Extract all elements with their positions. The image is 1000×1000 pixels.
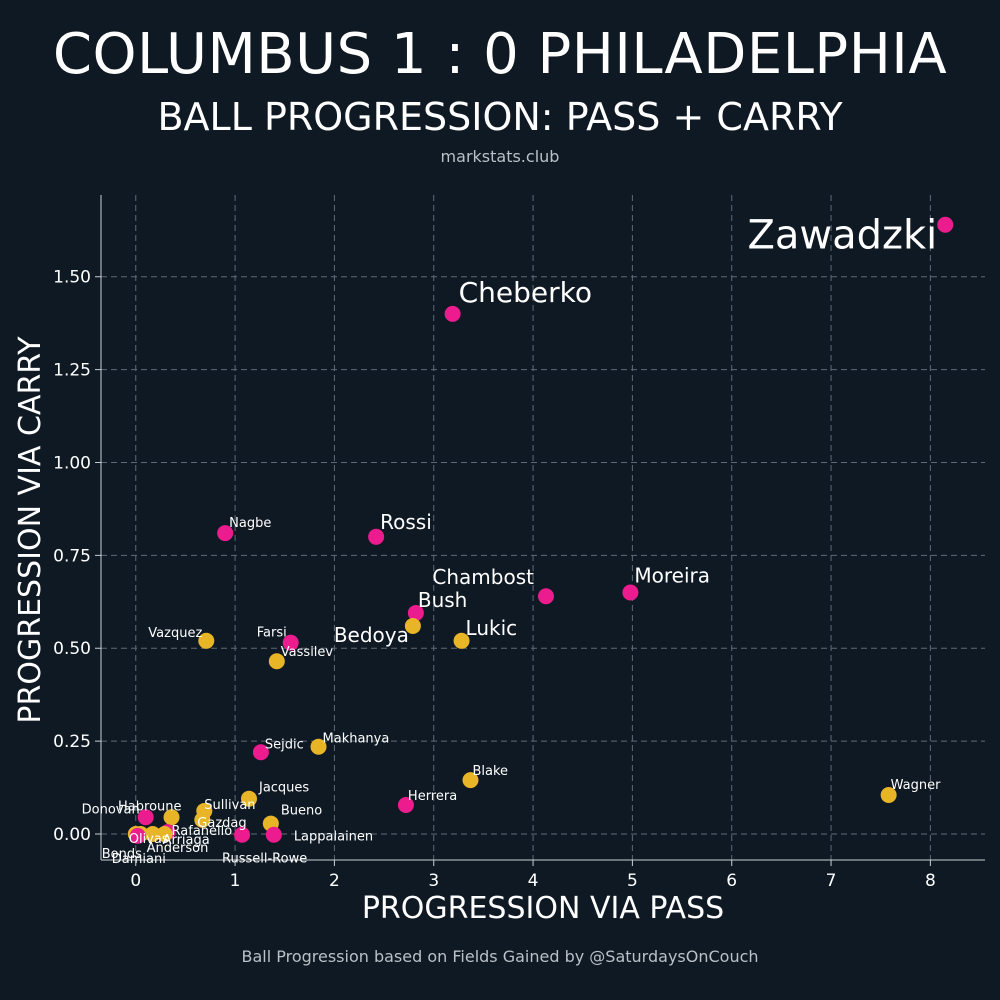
point-label-gazdag: Gazdag bbox=[197, 816, 246, 831]
data-point-herrera bbox=[397, 797, 414, 814]
point-label-habroune: Habroune bbox=[118, 799, 181, 814]
point-label-bedoya: Bedoya bbox=[334, 623, 409, 647]
point-label-anderson: Anderson bbox=[147, 841, 209, 856]
data-point-gazdag bbox=[194, 811, 211, 828]
data-point-bedoya bbox=[404, 617, 421, 634]
x-tick-label: 2 bbox=[329, 871, 340, 891]
data-point-wagner bbox=[880, 786, 897, 803]
x-tick-label: 4 bbox=[528, 871, 539, 891]
data-point-arriaga bbox=[156, 825, 173, 842]
point-label-olivas: Olivas bbox=[129, 832, 169, 847]
source-site: markstats.club bbox=[440, 147, 560, 166]
point-label-wagner: Wagner bbox=[891, 778, 941, 793]
y-tick-label: 0.50 bbox=[53, 639, 91, 659]
point-label-jacques: Jacques bbox=[258, 781, 309, 796]
x-tick-label: 3 bbox=[428, 871, 439, 891]
data-point-donovan bbox=[137, 809, 154, 826]
point-label-bush: Bush bbox=[418, 588, 468, 612]
grid-layer bbox=[101, 195, 985, 860]
data-point-nagbe bbox=[217, 525, 234, 542]
point-label-arriaga: Arriaga bbox=[163, 833, 210, 848]
x-tick-label: 0 bbox=[130, 871, 141, 891]
point-label-zawadzki: Zawadzki bbox=[747, 213, 937, 259]
data-point-damiani bbox=[129, 827, 146, 844]
chart-title: COLUMBUS 1 : 0 PHILADELPHIA bbox=[52, 22, 948, 87]
chart-subtitle: BALL PROGRESSION: PASS + CARRY bbox=[157, 95, 843, 139]
data-point-jacques bbox=[240, 790, 257, 807]
y-tick-label: 0.75 bbox=[53, 546, 91, 566]
x-tick-label: 1 bbox=[230, 871, 241, 891]
point-label-bueno: Bueno bbox=[281, 804, 322, 819]
point-label-russell-rowe: Russell-Rowe bbox=[222, 852, 307, 867]
point-label-lukic: Lukic bbox=[466, 616, 518, 640]
point-label-sullivan: Sullivan bbox=[204, 798, 255, 813]
footer-caption: Ball Progression based on Fields Gained … bbox=[241, 947, 759, 966]
data-point-blake bbox=[462, 772, 479, 789]
point-label-chambost: Chambost bbox=[432, 565, 534, 589]
y-tick-label: 1.50 bbox=[53, 268, 91, 288]
data-point-farsi bbox=[282, 634, 299, 651]
label-layer: Zawadzki Cheberko Nagbe Rossi Chambost Moreir… bbox=[82, 213, 941, 867]
point-label-rossi: Rossi bbox=[380, 510, 432, 534]
data-point-vazquez bbox=[198, 632, 215, 649]
x-axis-label: PROGRESSION VIA PASS bbox=[362, 891, 724, 926]
point-label-blake: Blake bbox=[472, 764, 508, 779]
x-tick-label: 7 bbox=[826, 871, 837, 891]
point-label-donovan: Donovan bbox=[82, 802, 140, 817]
data-point-rossi bbox=[368, 528, 385, 545]
point-layer bbox=[127, 216, 954, 844]
point-label-lappalainen: Lappalainen bbox=[294, 830, 373, 845]
data-point-moreira bbox=[622, 584, 639, 601]
data-point-vassilev bbox=[268, 653, 285, 670]
point-label-bonds: Bonds bbox=[102, 847, 142, 862]
data-point-zawadzki bbox=[937, 216, 954, 233]
point-label-rafanello: Rafanello bbox=[172, 824, 233, 839]
point-label-vazquez: Vazquez bbox=[148, 626, 202, 641]
x-tick-label: 6 bbox=[726, 871, 737, 891]
data-point-bush bbox=[407, 604, 424, 621]
data-point-cheberko bbox=[444, 305, 461, 322]
y-tick-label: 1.00 bbox=[53, 453, 91, 473]
point-label-herrera: Herrera bbox=[408, 789, 457, 804]
y-tick-label: 1.25 bbox=[53, 361, 91, 381]
y-tick-label: 0.00 bbox=[53, 825, 91, 845]
data-point-anderson bbox=[144, 825, 161, 842]
data-point-sejdic bbox=[252, 744, 269, 761]
data-point-lappalainen bbox=[265, 826, 282, 843]
point-label-cheberko: Cheberko bbox=[459, 276, 592, 309]
data-point-russell-rowe bbox=[234, 826, 251, 843]
point-label-damiani: Damiani bbox=[112, 852, 166, 867]
point-label-farsi: Farsi bbox=[257, 626, 287, 641]
y-axis-label: PROGRESSION VIA CARRY bbox=[13, 336, 48, 724]
point-label-sejdic: Sejdic bbox=[265, 737, 304, 752]
y-tick-label: 0.25 bbox=[53, 732, 91, 752]
data-point-lukic bbox=[453, 632, 470, 649]
point-label-makhanya: Makhanya bbox=[323, 732, 390, 747]
point-label-nagbe: Nagbe bbox=[229, 516, 271, 531]
point-label-moreira: Moreira bbox=[634, 564, 710, 588]
x-tick-label: 8 bbox=[925, 871, 936, 891]
data-point-habroune bbox=[163, 809, 180, 826]
x-tick-label: 5 bbox=[627, 871, 638, 891]
axis-layer: 0 1 2 3 4 5 6 7 8 0.00 0.25 0.50 0.75 1.00 1.25 1.50 bbox=[53, 195, 985, 891]
data-point-chambost bbox=[537, 588, 554, 605]
point-label-vassilev: Vassilev bbox=[281, 645, 334, 660]
data-point-makhanya bbox=[310, 738, 327, 755]
